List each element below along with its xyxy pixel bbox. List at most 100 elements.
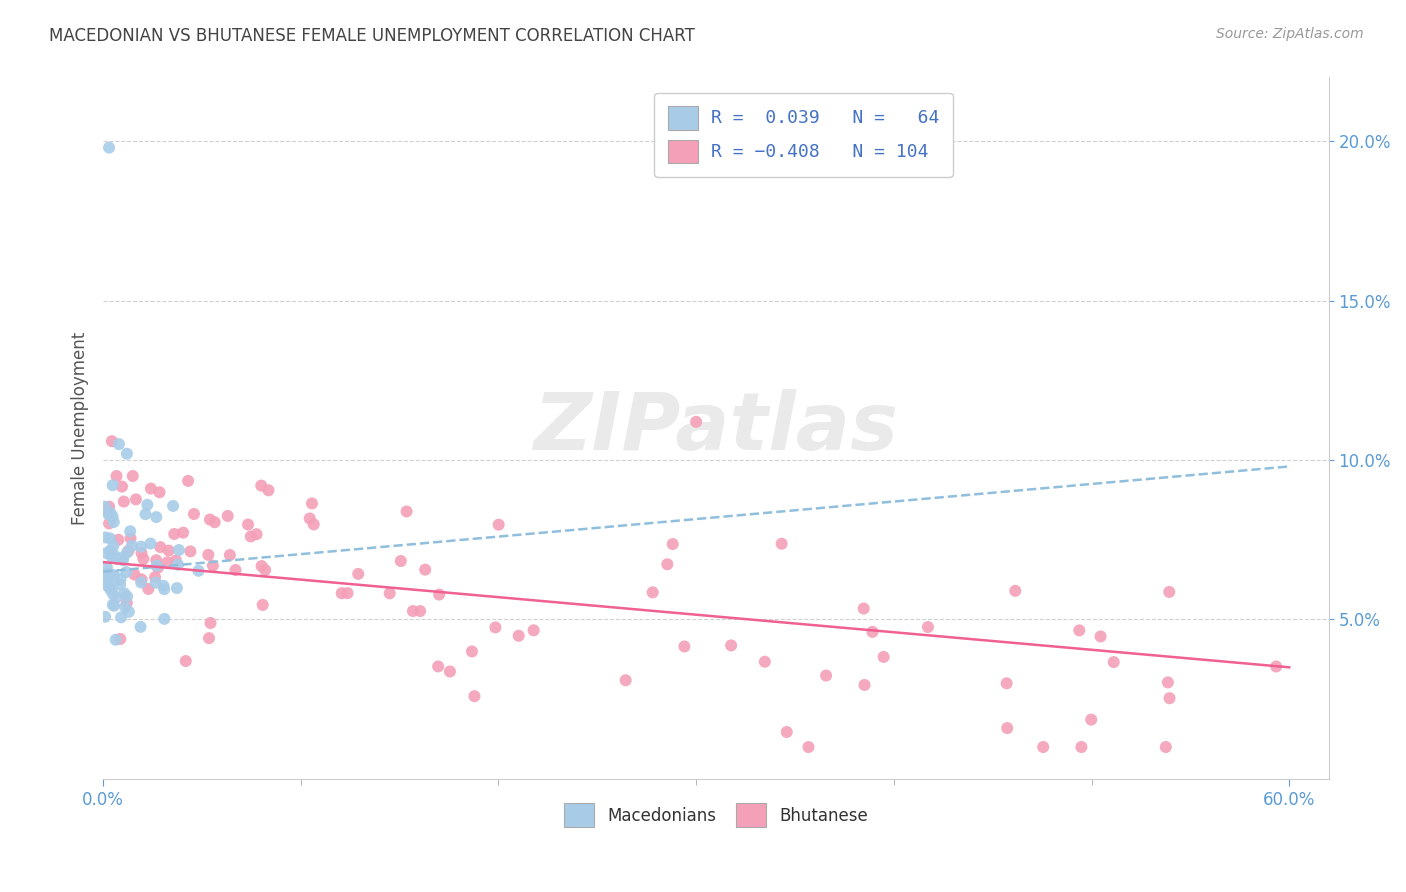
Point xyxy=(100,567,122,582)
Point xyxy=(105,469,128,483)
Point xyxy=(94,573,117,587)
Point xyxy=(107,533,129,547)
Point xyxy=(110,572,132,586)
Point xyxy=(121,539,143,553)
Point xyxy=(204,515,226,529)
Point xyxy=(163,527,186,541)
Point xyxy=(115,565,138,579)
Point xyxy=(145,558,167,573)
Point xyxy=(427,659,450,673)
Point xyxy=(167,558,190,572)
Point xyxy=(174,654,197,668)
Point xyxy=(217,508,239,523)
Point xyxy=(427,588,450,602)
Point xyxy=(136,498,159,512)
Point xyxy=(98,543,121,558)
Point xyxy=(121,469,143,483)
Point xyxy=(1080,713,1102,727)
Point xyxy=(872,649,894,664)
Point xyxy=(995,721,1018,735)
Point xyxy=(1090,629,1112,643)
Point xyxy=(852,601,875,615)
Point xyxy=(330,586,353,600)
Point xyxy=(138,582,160,596)
Point xyxy=(103,515,125,529)
Point xyxy=(167,543,190,558)
Point xyxy=(685,415,707,429)
Point xyxy=(96,546,118,560)
Text: ZIPatlas: ZIPatlas xyxy=(533,389,898,467)
Point xyxy=(108,578,131,592)
Point xyxy=(862,624,884,639)
Point xyxy=(409,604,432,618)
Point xyxy=(134,507,156,521)
Point xyxy=(162,499,184,513)
Point xyxy=(124,567,146,582)
Point xyxy=(200,615,222,630)
Point xyxy=(94,531,117,545)
Point xyxy=(129,575,152,590)
Point xyxy=(120,531,142,545)
Point xyxy=(218,548,240,562)
Point xyxy=(115,545,138,559)
Point xyxy=(198,631,221,645)
Point xyxy=(187,564,209,578)
Point xyxy=(101,478,124,492)
Point xyxy=(853,678,876,692)
Point xyxy=(1069,624,1091,638)
Point xyxy=(917,620,939,634)
Point xyxy=(754,655,776,669)
Point xyxy=(143,570,166,584)
Point xyxy=(508,629,530,643)
Point xyxy=(112,550,135,565)
Point xyxy=(177,474,200,488)
Point xyxy=(1004,583,1026,598)
Point xyxy=(131,573,153,587)
Point xyxy=(114,599,136,614)
Point xyxy=(98,516,121,531)
Point xyxy=(104,549,127,563)
Point xyxy=(523,624,546,638)
Point xyxy=(98,532,121,546)
Point xyxy=(614,673,637,688)
Point xyxy=(152,579,174,593)
Point xyxy=(115,447,138,461)
Point xyxy=(1159,585,1181,599)
Point xyxy=(149,540,172,554)
Point xyxy=(145,510,167,524)
Point xyxy=(100,582,122,597)
Point xyxy=(153,612,176,626)
Point xyxy=(995,676,1018,690)
Point xyxy=(257,483,280,498)
Point xyxy=(120,524,142,539)
Point xyxy=(117,544,139,558)
Point xyxy=(100,549,122,564)
Point xyxy=(172,525,194,540)
Point xyxy=(131,546,153,560)
Point xyxy=(183,507,205,521)
Point xyxy=(101,598,124,612)
Point xyxy=(298,511,321,525)
Point xyxy=(98,500,121,514)
Point xyxy=(413,563,436,577)
Point xyxy=(145,553,167,567)
Point xyxy=(98,140,121,154)
Point xyxy=(157,543,180,558)
Point xyxy=(103,568,125,582)
Point xyxy=(97,579,120,593)
Point xyxy=(108,437,131,451)
Point xyxy=(101,568,124,582)
Point xyxy=(96,572,118,586)
Point xyxy=(129,620,152,634)
Point xyxy=(103,599,125,613)
Point xyxy=(156,555,179,569)
Point xyxy=(239,529,262,543)
Point xyxy=(395,504,418,518)
Point xyxy=(347,566,370,581)
Point xyxy=(98,507,121,521)
Point xyxy=(439,665,461,679)
Point xyxy=(179,544,201,558)
Point xyxy=(101,587,124,601)
Point xyxy=(236,517,259,532)
Point xyxy=(797,739,820,754)
